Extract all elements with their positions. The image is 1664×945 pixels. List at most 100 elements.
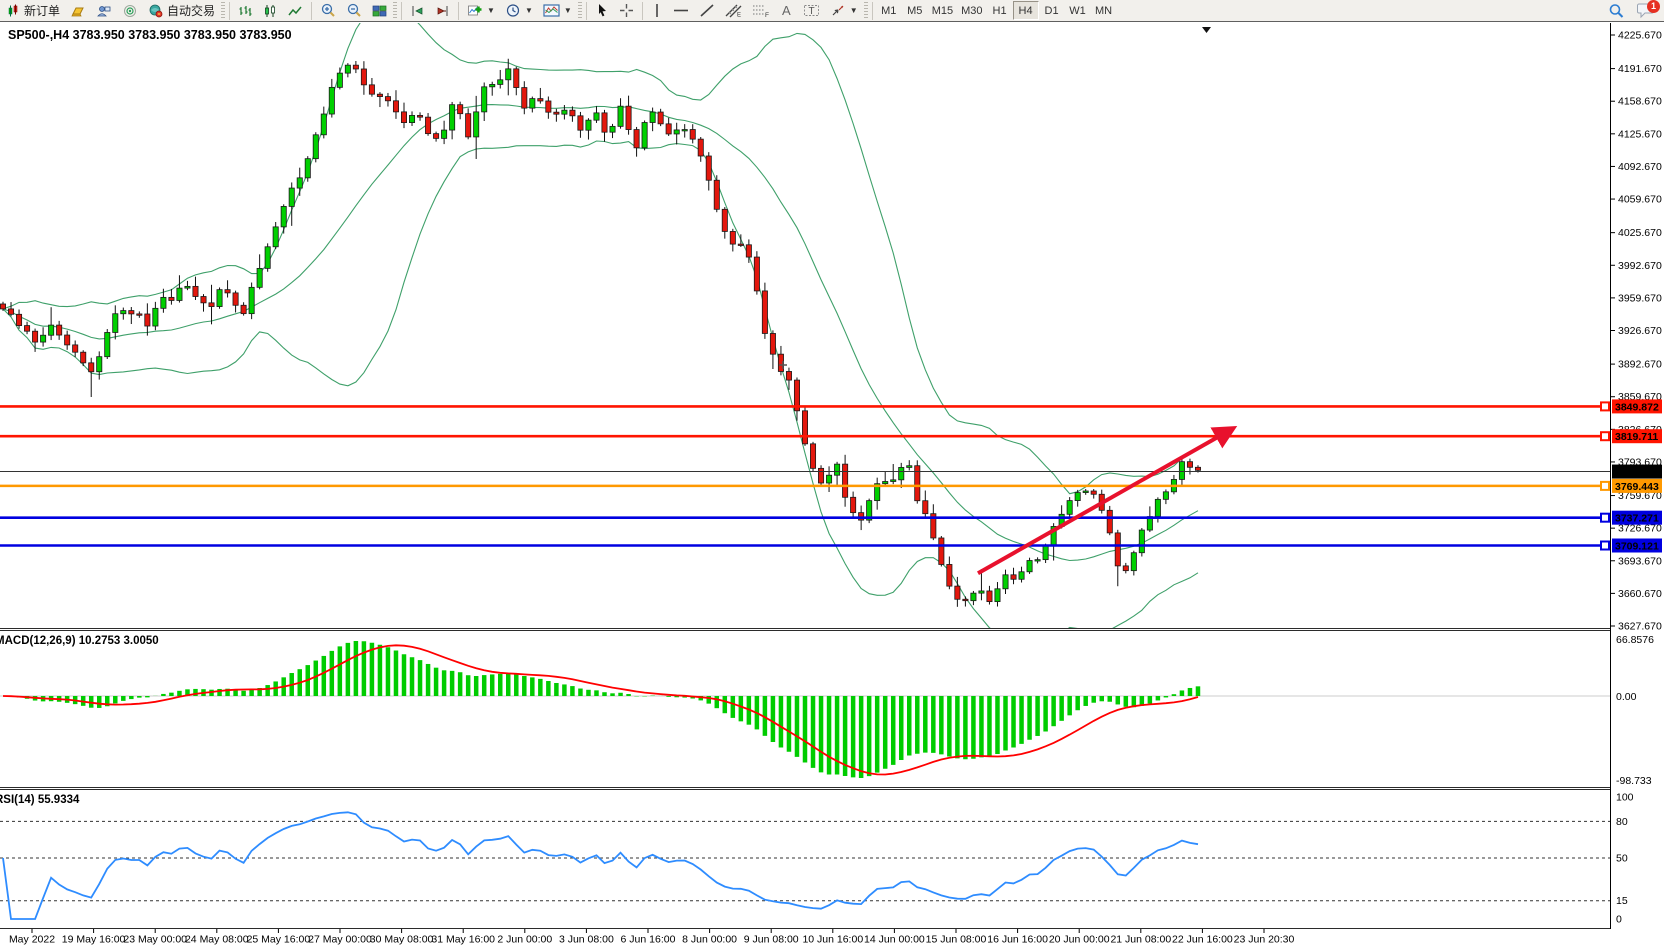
bollinger-upper-band[interactable] [2,23,1199,495]
panel-separator[interactable] [0,789,1610,790]
bear-candle [1114,532,1121,567]
price-badge[interactable] [1612,429,1662,444]
horizontal-line-tool-button[interactable] [668,1,694,21]
price-badge[interactable] [1612,464,1662,479]
time-axis-label: 23 May 00:00 [123,934,187,945]
bollinger-lower-band[interactable] [2,140,1199,645]
bear-candle [1194,466,1201,471]
trendline-tool-button[interactable] [694,1,720,21]
timeframe-m5-button[interactable]: M5 [902,1,928,20]
toolbar-separator [871,1,873,20]
line-chart-button[interactable] [283,1,308,21]
trend-arrow-line[interactable] [977,426,1238,576]
price-axis-label: 4225.670 [1618,30,1662,42]
templates-button[interactable]: ▼ [538,1,577,21]
bar-chart-button[interactable] [233,1,258,21]
indicators-button[interactable]: ▼ [462,1,500,21]
timeframe-d1-button[interactable]: D1 [1039,1,1065,20]
bear-candle [761,290,768,334]
new-order-button[interactable]: 新订单 [2,1,65,21]
chart-shift-button[interactable] [405,1,430,21]
candlestick-chart-button[interactable] [258,1,283,21]
autotrading-button[interactable]: 自动交易 [143,1,220,21]
bear-candle [769,333,776,355]
price-badge[interactable] [1612,399,1662,414]
bear-candle [930,513,937,539]
bull-candle [449,104,456,131]
price-badge[interactable] [1612,510,1662,525]
bull-candle [296,177,303,189]
tile-windows-button[interactable] [367,1,392,21]
toolbar-grip [393,1,398,20]
time-axis-label: 15 Jun 08:00 [926,934,987,945]
bear-candle [697,138,704,157]
level-drag-marker[interactable] [1600,401,1610,412]
timeframe-w1-button[interactable]: W1 [1065,1,1091,20]
timeframe-m30-button[interactable]: M30 [957,1,986,20]
cursor-tool-button[interactable] [590,1,614,21]
price-badge-value: 3769.443 [1615,481,1659,493]
template-icon [543,4,560,17]
price-badge[interactable] [1612,538,1662,553]
bear-candle [1186,461,1193,468]
notifications-button[interactable]: 1 [1636,0,1660,21]
zoom-in-button[interactable] [315,1,341,21]
price-axis-label: 4025.670 [1618,227,1662,239]
bar-chart-icon [239,5,252,16]
auto-scroll-button[interactable] [430,1,455,21]
bollinger-middle-band[interactable] [2,104,1199,562]
panel-separator[interactable] [0,787,1610,788]
signals-button[interactable] [117,1,143,21]
rsi-bottom-border [0,928,1610,929]
toolbar-grip [221,1,226,20]
bear-candle [737,243,744,246]
price-badge[interactable] [1612,478,1662,493]
bull-candle [280,206,287,228]
chart-area[interactable]: 4225.670 4191.670 4158.670 4125.670 4092.670… [0,23,1664,945]
text-label-tool-button[interactable]: T [798,1,825,21]
arrows-tool-button[interactable]: ▼ [825,1,863,21]
autotrading-label: 自动交易 [167,4,216,18]
bull-candle [441,129,448,139]
auto-scroll-icon [437,5,448,16]
channel-tool-button[interactable]: E [720,1,747,21]
time-axis-label: 14 Jun 00:00 [864,934,925,945]
time-axis-label: 20 Jun 00:00 [1049,934,1110,945]
timeframe-m1-button[interactable]: M1 [876,1,902,20]
level-drag-marker[interactable] [1600,512,1610,523]
gold-chart-button[interactable] [65,1,91,21]
text-tool-button[interactable]: A [774,1,798,21]
level-drag-marker[interactable] [1600,431,1610,442]
macd-scale-min: -98.733 [1616,775,1652,787]
crosshair-tool-button[interactable] [614,1,639,21]
bull-candle [1002,574,1009,590]
level-drag-marker[interactable] [1600,540,1610,551]
vertical-line-tool-button[interactable] [646,1,668,21]
bull-candle [834,463,841,476]
timeframe-m15-button[interactable]: M15 [928,1,957,20]
panel-separator[interactable] [0,628,1610,629]
timeframe-h1-button[interactable]: H1 [987,1,1013,20]
bull-candle [1178,461,1185,480]
zoom-out-button[interactable] [341,1,367,21]
fibonacci-tool-button[interactable]: F [747,1,774,21]
level-drag-marker[interactable] [1600,480,1610,491]
bear-candle [513,68,520,88]
timeframe-mn-button[interactable]: MN [1091,1,1117,20]
price-axis[interactable]: 4225.670 4191.670 4158.670 4125.670 4092.670… [1610,30,1662,926]
terminal-button[interactable] [91,1,117,21]
bear-candle [200,296,207,304]
bull-candle [505,68,512,81]
bear-candle [521,87,528,109]
periods-button[interactable]: ▼ [500,1,538,21]
search-button[interactable] [1603,1,1630,21]
timeframe-h4-button[interactable]: H4 [1012,1,1039,20]
time-axis-label: 2 Jun 00:00 [497,934,552,945]
time-axis-label: 6 Jun 16:00 [621,934,676,945]
panel-separator[interactable] [0,630,1610,631]
price-badge-value: 3783.950 [1615,467,1659,479]
symbol-dropdown-arrow[interactable] [1202,27,1211,33]
bear-candle [72,344,79,353]
bear-candle [16,313,23,326]
